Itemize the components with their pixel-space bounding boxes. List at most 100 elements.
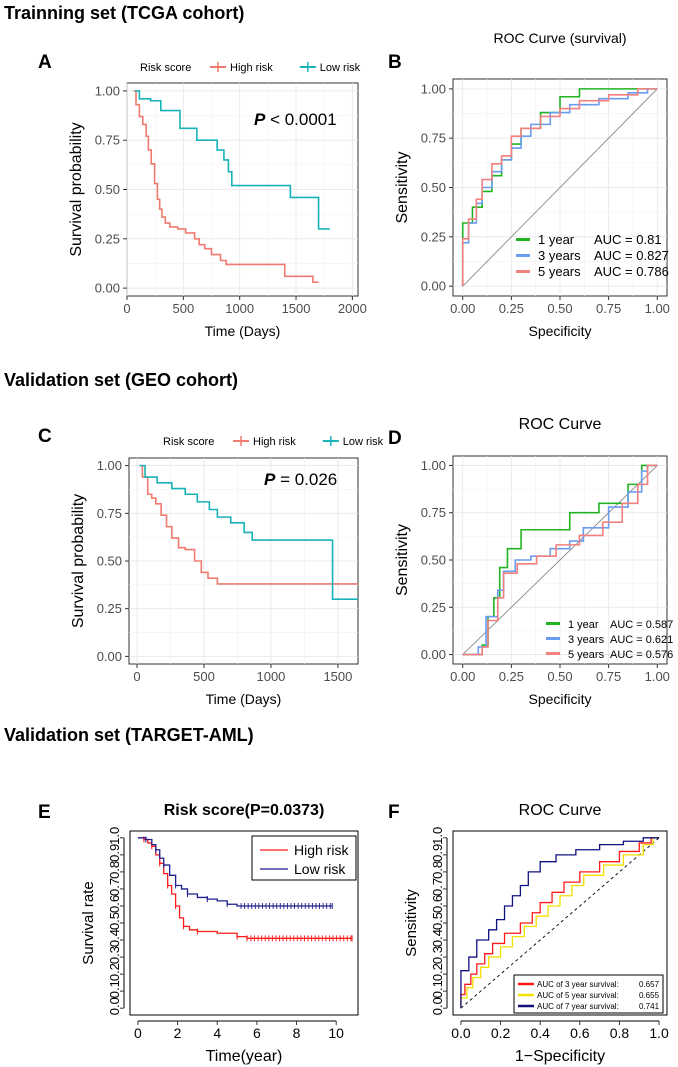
plot-box — [129, 830, 359, 1016]
series-line-2 — [460, 837, 660, 1009]
legend-label-2: AUC of 7 year survival: — [537, 1002, 619, 1011]
y-tick-label: 0.3 — [430, 946, 445, 964]
y-tick-label: 0.5 — [430, 912, 445, 930]
legend-label-1: Low risk — [320, 62, 361, 74]
y-tick-label: 0.5 — [107, 912, 122, 930]
legend-label-1: AUC of 5 year survival: — [537, 991, 619, 1000]
panel-a: A 0 500 1000 1500 2000 0.00 0.25 0.50 0.75 1.00 Tim… — [38, 52, 367, 339]
section-title-target: Validation set (TARGET-AML) — [4, 725, 254, 745]
legend-auc-2: AUC = 0.576 — [610, 649, 673, 661]
x-tick-label: 0.25 — [499, 669, 524, 684]
y-tick-label: 0.0 — [107, 997, 122, 1015]
x-tick-label: 1500 — [323, 669, 352, 684]
legend-box — [513, 974, 664, 1014]
y-tick-label: 0.7 — [430, 878, 445, 896]
legend-label-0: High risk — [253, 436, 296, 448]
x-tick-label: 0.00 — [450, 301, 475, 316]
y-tick-label: 0.9 — [107, 844, 122, 862]
y-tick-label: 0.2 — [430, 963, 445, 981]
y-tick-label: 0.3 — [107, 946, 122, 964]
x-tick-label: 500 — [172, 301, 194, 316]
y-axis-label: Sensitivity — [403, 889, 420, 957]
legend-auc-2: 0.741 — [639, 1002, 660, 1011]
x-tick-label: 0.00 — [450, 669, 475, 684]
x-tick-label: 6 — [253, 1025, 261, 1041]
x-tick-label: 0 — [123, 301, 130, 316]
panel-d: D 0.00 0.25 0.50 0.75 1.00 0.00 0.25 0.50 0.75 1.0… — [388, 416, 673, 707]
legend-title: Risk score — [140, 62, 191, 74]
legend-auc-1: 0.655 — [639, 991, 660, 1000]
legend-swatch-1 — [516, 254, 530, 257]
panel-letter: D — [388, 428, 402, 449]
y-tick-label: 0.00 — [95, 281, 120, 296]
x-axis-label: Specificity — [528, 323, 591, 339]
y-tick-label: 0.0 — [430, 997, 445, 1015]
y-tick-label: 0.50 — [97, 554, 122, 569]
legend-auc-2: AUC = 0.786 — [594, 264, 669, 279]
y-tick-label: 0.9 — [430, 844, 445, 862]
legend-title: Risk score — [163, 436, 214, 448]
y-tick-label: 0.25 — [95, 231, 120, 246]
plot-box — [452, 830, 668, 1016]
y-tick-label: 1.00 — [95, 83, 120, 98]
legend-auc-1: AUC = 0.621 — [610, 634, 673, 646]
legend-label-0: 1 year — [568, 619, 599, 631]
y-tick-label: 1.0 — [430, 827, 445, 845]
panel-c: C 0 500 1000 1500 0.00 0.25 0.50 0.75 1.00 Time (D… — [38, 426, 384, 707]
x-tick-label: 0.25 — [499, 301, 524, 316]
y-axis-label: Survival probability — [68, 122, 85, 256]
legend-label-1: Low risk — [294, 861, 346, 877]
x-tick-label: 8 — [293, 1025, 301, 1041]
x-tick-label: 1000 — [225, 301, 254, 316]
y-tick-label: 0.75 — [421, 505, 446, 520]
legend-auc-0: AUC = 0.81 — [594, 232, 662, 247]
y-tick-label: 0.25 — [421, 600, 446, 615]
x-tick-label: 1.00 — [645, 669, 670, 684]
p-value-annotation: P < 0.0001 — [254, 110, 337, 129]
series-line-1 — [460, 837, 660, 1009]
x-tick-label: 1000 — [256, 669, 285, 684]
y-tick-label: 1.00 — [421, 458, 446, 473]
x-axis-label: Time (Days) — [205, 323, 281, 339]
chart-title: ROC Curve — [519, 802, 602, 819]
panel-b: B 0.00 0.25 0.50 0.75 1.00 0.00 0.25 0.50 0.75 1.0… — [388, 30, 670, 339]
legend-auc-1: AUC = 0.827 — [594, 248, 669, 263]
legend-auc-0: AUC = 0.587 — [610, 619, 673, 631]
panel-letter: C — [38, 426, 52, 447]
legend-label-1: 3 years — [538, 248, 581, 263]
reference-diagonal — [462, 88, 658, 287]
y-tick-label: 0.25 — [421, 229, 446, 244]
x-tick-label: 0.75 — [596, 669, 621, 684]
x-tick-label: 0.50 — [547, 301, 572, 316]
panel-letter: E — [38, 802, 51, 823]
y-tick-label: 0.50 — [421, 553, 446, 568]
y-tick-label: 0.75 — [97, 506, 122, 521]
y-tick-label: 0.2 — [107, 963, 122, 981]
x-tick-label: 0.0 — [451, 1025, 471, 1041]
panel-letter: A — [38, 52, 52, 73]
y-tick-label: 0.50 — [421, 180, 446, 195]
legend-swatch-0 — [516, 238, 530, 241]
y-tick-label: 1.0 — [107, 827, 122, 845]
y-tick-label: 0.8 — [107, 861, 122, 879]
series-line-1 — [139, 464, 358, 600]
y-tick-label: 0.6 — [430, 895, 445, 913]
series-line-2 — [461, 88, 658, 287]
y-axis-label: Sensitivity — [394, 151, 411, 223]
y-tick-label: 0.1 — [430, 980, 445, 998]
x-tick-label: 4 — [213, 1025, 221, 1041]
legend-swatch-0 — [546, 622, 560, 625]
legend-label-0: 1 year — [538, 232, 575, 247]
x-tick-label: 1.00 — [645, 301, 670, 316]
y-tick-label: 0.00 — [421, 647, 446, 662]
chart-title: ROC Curve — [519, 416, 602, 433]
x-tick-label: 10 — [328, 1025, 344, 1041]
y-axis-label: Survival rate — [80, 881, 97, 964]
y-axis-label: Sensitivity — [394, 524, 411, 596]
series-line-0 — [133, 90, 319, 283]
x-axis-label: 1−Specificity — [515, 1048, 605, 1065]
x-tick-label: 1500 — [282, 301, 311, 316]
legend-label-2: 5 years — [538, 264, 581, 279]
x-tick-label: 0.8 — [610, 1025, 630, 1041]
